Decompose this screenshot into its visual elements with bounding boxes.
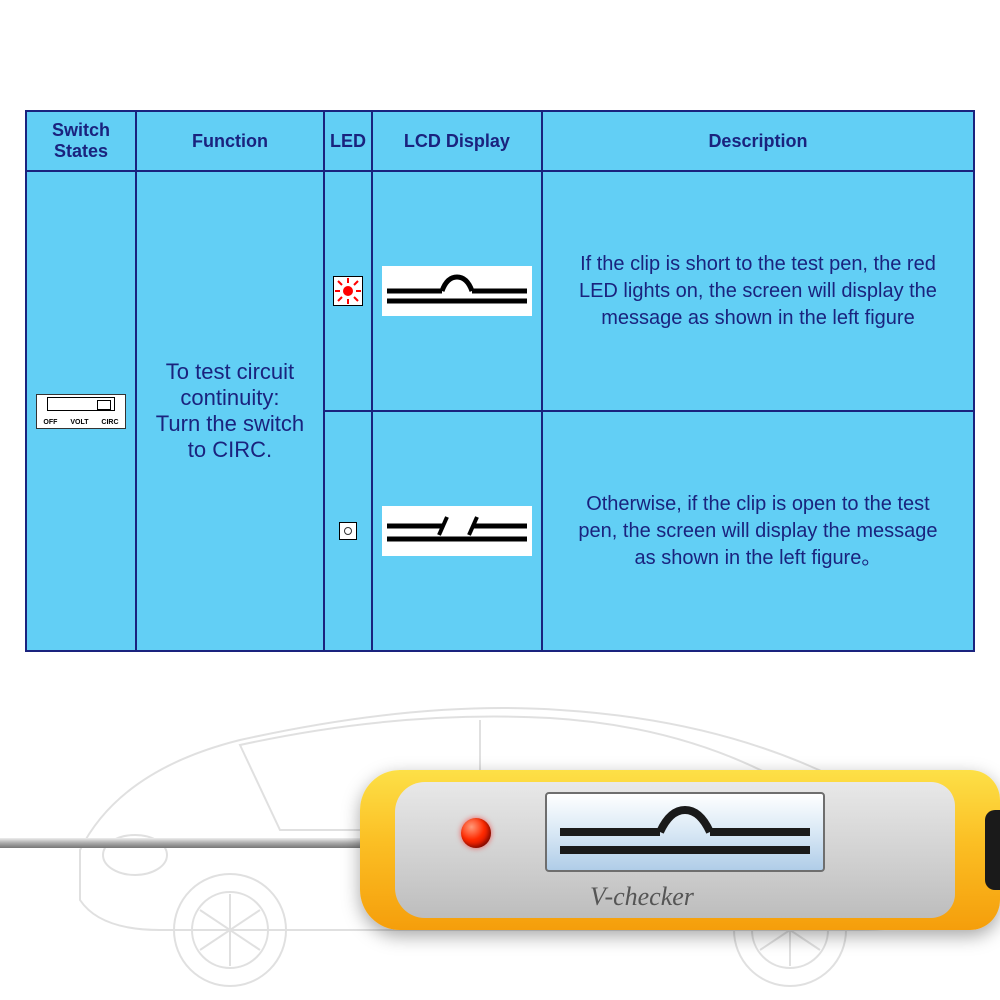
device-probe (0, 838, 380, 848)
lcd-cell-open (372, 411, 542, 651)
led-cell-off (324, 411, 372, 651)
switch-label-circ: CIRC (101, 419, 118, 426)
switch-label-volt: VOLT (70, 419, 88, 426)
description-cell-2: Otherwise, if the clip is open to the te… (542, 411, 974, 651)
description-cell-1: If the clip is short to the test pen, th… (542, 171, 974, 411)
device-brand-text: V-checker (590, 882, 694, 912)
header-lcd: LCD Display (372, 111, 542, 171)
switch-label-off: OFF (43, 419, 57, 426)
lcd-cell-closed (372, 171, 542, 411)
device: V-checker (0, 760, 1000, 940)
led-off-icon (339, 522, 357, 540)
header-description: Description (542, 111, 974, 171)
device-cable (985, 810, 1000, 890)
description-text-2: Otherwise, if the clip is open to the te… (551, 471, 965, 592)
header-led: LED (324, 111, 372, 171)
led-on-icon (333, 276, 363, 306)
product-illustration: V-checker (0, 640, 1000, 1000)
device-lcd (545, 792, 825, 872)
switch-states-cell: OFF VOLT CIRC (26, 171, 136, 651)
function-table: Switch States Function LED LCD Display D… (25, 110, 975, 652)
lcd-closed-icon (382, 266, 532, 316)
switch-diagram: OFF VOLT CIRC (36, 394, 126, 429)
function-cell: To test circuit continuity: Turn the swi… (136, 171, 324, 651)
device-led (461, 818, 491, 848)
lcd-open-icon (382, 506, 532, 556)
header-switch-states: Switch States (26, 111, 136, 171)
led-cell-on (324, 171, 372, 411)
description-text-1: If the clip is short to the test pen, th… (551, 231, 965, 352)
header-function: Function (136, 111, 324, 171)
